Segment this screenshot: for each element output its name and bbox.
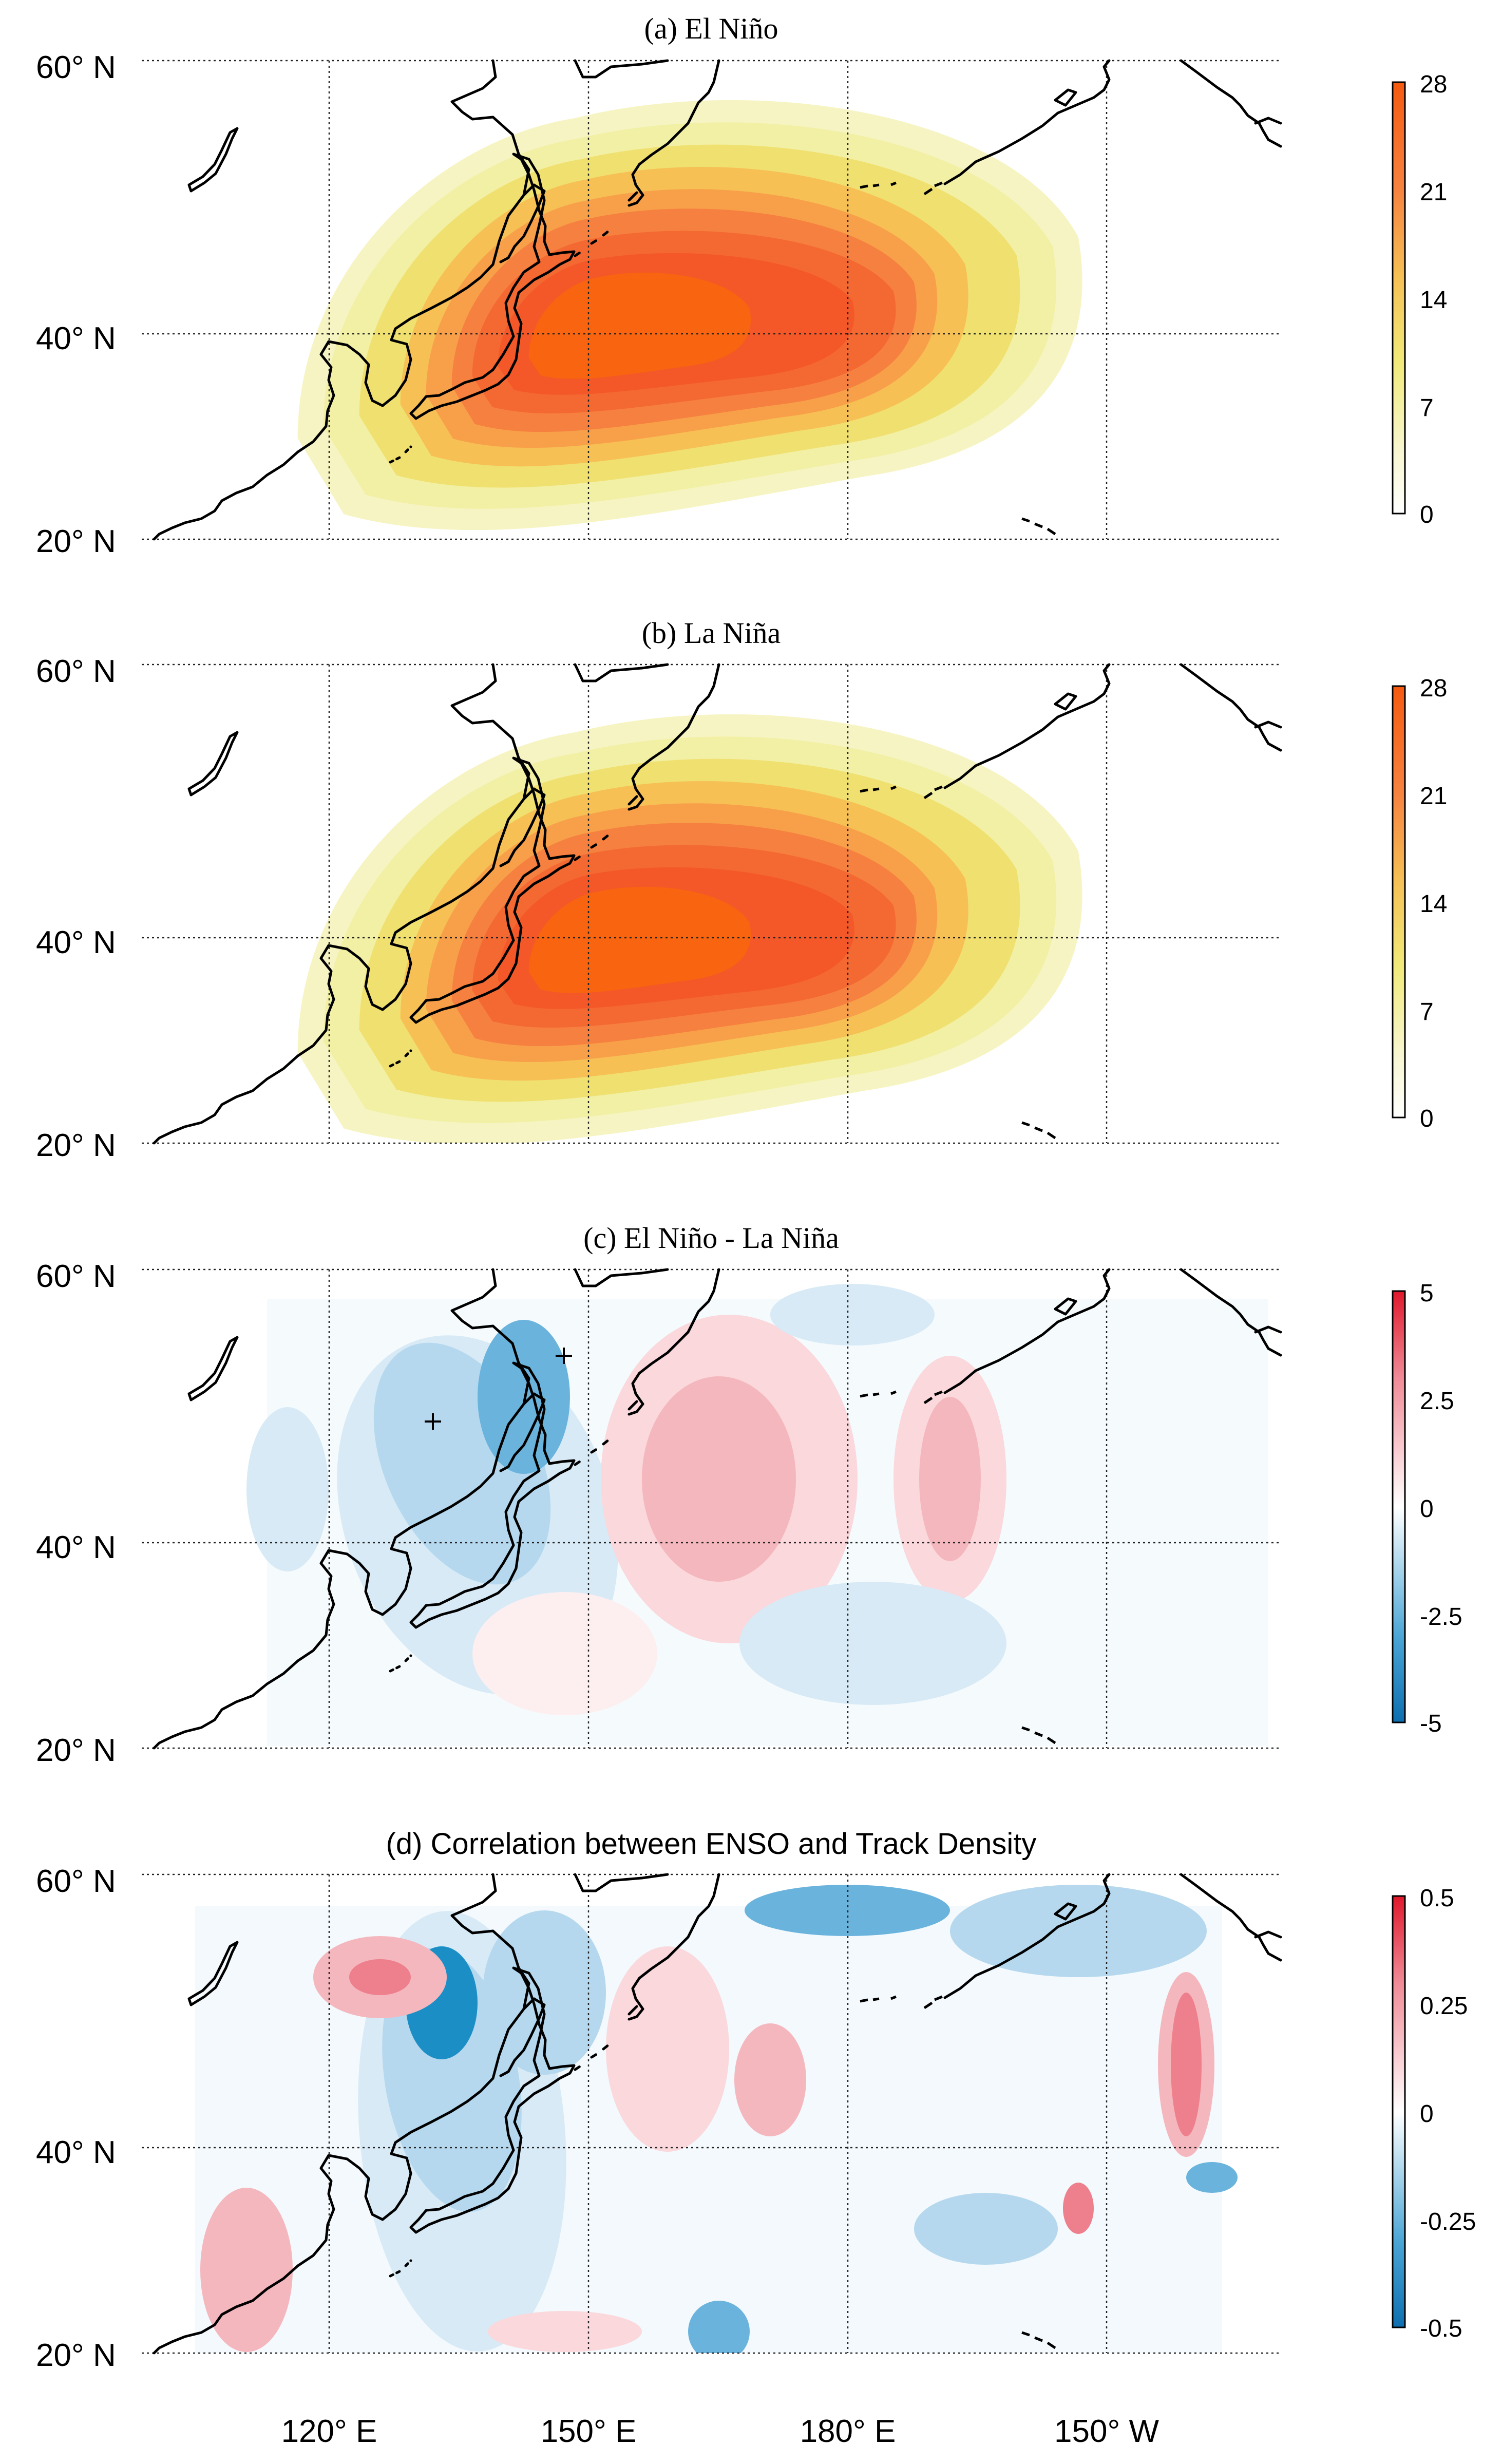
corr-pos-manchuria-core (349, 1959, 411, 1995)
panel-a-title: (a) El Niño (644, 12, 778, 45)
panel-c-difference-contours (246, 1284, 1268, 1746)
panel-d-cb-0: 0 (1420, 2100, 1434, 2128)
panel-d-cb-m0p25: -0.25 (1420, 2208, 1476, 2235)
panel-a-cb-21: 21 (1420, 179, 1447, 206)
panel-a-cb-14: 14 (1420, 287, 1447, 314)
panel-b-ytick-20: 20° N (36, 1128, 116, 1163)
diff-neg-okhotsk (478, 1320, 570, 1474)
corr-pos-central-core (734, 2023, 806, 2136)
panel-b-title: (b) La Niña (642, 616, 781, 650)
panel-d-cb-m0p5: -0.5 (1420, 2315, 1462, 2342)
xtick-180e: 180° E (800, 2414, 896, 2449)
corr-neg-northeast (950, 1885, 1207, 1977)
diff-neg-west (246, 1407, 329, 1571)
panel-a-cb-0: 0 (1420, 501, 1434, 528)
xtick-120e: 120° E (281, 2414, 377, 2449)
corr-pos-south (488, 2311, 642, 2352)
panel-c-cb-2p5: 2.5 (1420, 1388, 1454, 1415)
panel-d-correlation-contours (195, 1885, 1238, 2353)
panel-b-ytick-60: 60° N (36, 654, 116, 689)
panel-d-ytick-60: 60° N (36, 1864, 116, 1899)
panel-c: (c) El Niño - La Niña 60° N 40° N 20° N … (36, 1221, 1462, 1768)
panel-c-cb-0: 0 (1420, 1495, 1434, 1523)
panel-b-cb-0: 0 (1420, 1105, 1434, 1132)
panel-c-field (246, 1284, 1268, 1746)
panel-a-ytick-60: 60° N (36, 50, 116, 85)
corr-pos-east-spot (1063, 2183, 1094, 2234)
panel-c-ytick-60: 60° N (36, 1259, 116, 1294)
corr-pos-central (606, 1946, 729, 2152)
panel-c-ytick-20: 20° N (36, 1733, 116, 1768)
panel-b-field (297, 714, 1082, 1143)
panel-d-ytick-40: 40° N (36, 2135, 116, 2170)
panel-b-cb-7: 7 (1420, 998, 1434, 1026)
panel-c-cb-5: 5 (1420, 1280, 1434, 1307)
panel-d-cb-0p5: 0.5 (1420, 1885, 1454, 1912)
panel-a: (a) El Niño 60° N 40° N 20° N 28 21 14 7… (36, 12, 1447, 559)
panel-c-cb-m5: -5 (1420, 1710, 1442, 1737)
corr-neg-south (688, 2301, 750, 2353)
panel-d-cb-0p25: 0.25 (1420, 1993, 1468, 2020)
panel-b-colorbar (1392, 685, 1406, 1119)
diff-pos-central-core (642, 1376, 796, 1582)
xtick-150e: 150° E (541, 2414, 637, 2449)
panel-c-ytick-40: 40° N (36, 1530, 116, 1565)
panel-c-title: (c) El Niño - La Niña (583, 1221, 839, 1255)
panel-d-title: (d) Correlation between ENSO and Track D… (386, 1827, 1037, 1861)
corr-neg-far-east (1186, 2162, 1238, 2193)
corr-pos-southwest (200, 2188, 293, 2352)
panel-a-colorbar (1392, 81, 1406, 515)
density-level-9 (528, 886, 751, 993)
panel-d: (d) Correlation between ENSO and Track D… (36, 1827, 1476, 2449)
corr-neg-south-east (914, 2193, 1058, 2265)
corr-pos-east-strip-core (1171, 1993, 1202, 2136)
panel-a-ytick-40: 40° N (36, 321, 116, 356)
diff-pos-south (472, 1592, 657, 1715)
diff-pos-east-core (919, 1397, 981, 1561)
panel-a-ytick-20: 20° N (36, 524, 116, 559)
diff-neg-south (739, 1582, 1006, 1705)
panel-a-cb-28: 28 (1420, 71, 1447, 98)
significance-marker-1 (425, 1413, 441, 1430)
density-level-9 (528, 272, 751, 379)
panel-c-cb-m2p5: -2.5 (1420, 1603, 1462, 1631)
xtick-150w: 150° W (1054, 2414, 1159, 2449)
panel-b: (b) La Niña 60° N 40° N 20° N 28 21 14 7… (36, 616, 1447, 1163)
panel-d-colorbar (1392, 1895, 1406, 2328)
panel-b-density-contours (297, 714, 1082, 1143)
panel-b-cb-28: 28 (1420, 675, 1447, 702)
panel-a-cb-7: 7 (1420, 394, 1434, 422)
panel-c-colorbar (1392, 1290, 1406, 1723)
panel-b-cb-14: 14 (1420, 890, 1447, 918)
panel-d-ytick-20: 20° N (36, 2338, 116, 2373)
panel-c-significance-markers (425, 1348, 572, 1430)
panel-b-ytick-40: 40° N (36, 925, 116, 960)
diff-neg-north (770, 1284, 935, 1345)
panel-d-field (195, 1885, 1238, 2353)
significance-marker-2 (556, 1348, 572, 1364)
panel-b-cb-21: 21 (1420, 783, 1447, 810)
